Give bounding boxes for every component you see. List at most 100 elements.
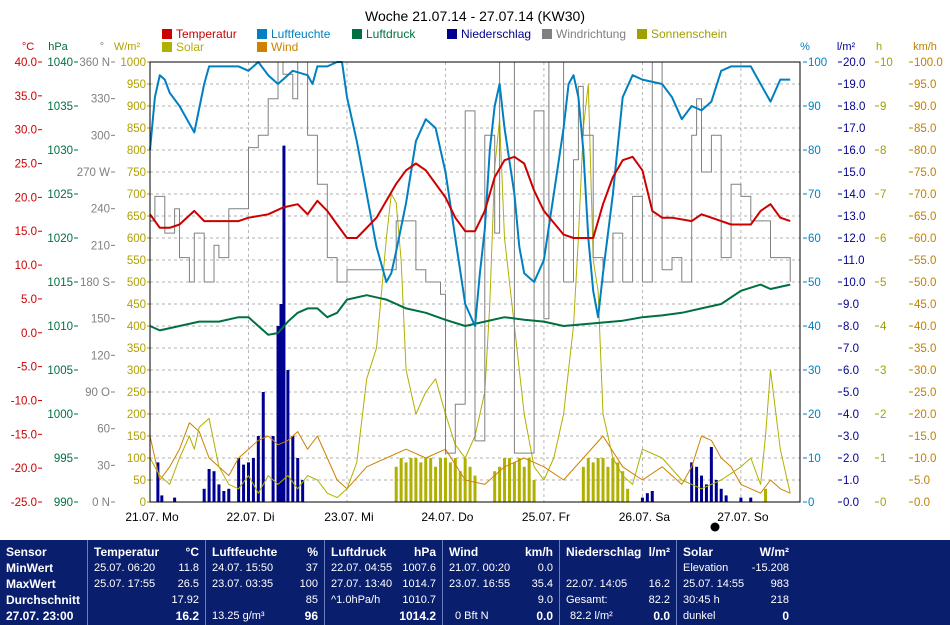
axis-tick-winddir-11: 30 — [97, 460, 110, 472]
bar-sonnenschein-19 — [503, 458, 507, 502]
bar-sonnenschein-24 — [527, 458, 531, 502]
axis-tick-temp-7: 5.0 — [21, 294, 37, 306]
axis-tick-winddir-4: 240 — [91, 204, 110, 216]
axis-tick-wind-4: 80.0 — [914, 145, 936, 157]
summary-panel: Sensor MinWert MaxWert Durchschnitt 27.0… — [0, 540, 950, 625]
bar-sonnenschein-7 — [429, 458, 433, 502]
axis-tick-solar-10: 500 — [127, 277, 146, 289]
bar-sonnenschein-23 — [522, 466, 526, 502]
axis-tick-humidity-4: 60 — [808, 233, 821, 245]
axis-tick-pressure-9: 995 — [54, 453, 73, 465]
bar-sonnenschein-35 — [626, 488, 630, 502]
wind-column: Wind km/h 21.07. 00:20 0.0 23.07. 16:55 35.… — [443, 540, 560, 625]
bar-niederschlag-34 — [739, 497, 743, 502]
axis-tick-humidity-7: 30 — [808, 365, 821, 377]
bar-niederschlag-4 — [207, 469, 211, 502]
bar-sonnenschein-2 — [404, 462, 408, 502]
axis-tick-sunshine-0: 10 — [880, 57, 893, 69]
luftfeuchte-unit: % — [307, 545, 318, 559]
legend-label-0: Temperatur — [176, 27, 237, 41]
axis-tick-rain-8: 12.0 — [843, 233, 865, 245]
wind-max-time: 23.07. 16:55 — [449, 578, 511, 590]
day-label-0: 21.07. Mo — [125, 510, 179, 524]
axis-tick-winddir-7: 150 — [91, 314, 110, 326]
luftdruck-header: Luftdruck — [331, 545, 387, 559]
bar-sonnenschein-36 — [764, 488, 768, 502]
bar-sonnenschein-21 — [512, 462, 516, 502]
axis-tick-solar-6: 700 — [127, 189, 146, 201]
current-time-label: 27.07. 23:00 — [6, 609, 74, 623]
legend-swatch-6 — [162, 42, 172, 52]
axis-tick-wind-12: 40.0 — [914, 321, 936, 333]
legend-label-2: Luftdruck — [366, 27, 416, 41]
bar-sonnenschein-9 — [439, 458, 443, 502]
line-solar — [149, 83, 791, 499]
bar-niederschlag-5 — [212, 471, 216, 502]
bar-niederschlag-6 — [217, 484, 221, 502]
axis-tick-solar-13: 350 — [127, 343, 146, 355]
bar-niederschlag-11 — [246, 462, 250, 502]
bar-sonnenschein-15 — [468, 466, 472, 502]
luftdruck-avg-value: 1010.7 — [402, 594, 436, 606]
day-label-1: 22.07. Di — [226, 510, 274, 524]
bar-niederschlag-19 — [286, 370, 290, 502]
wind-current-value: 0.0 — [536, 609, 553, 623]
niederschlag-max-time: 22.07. 14:05 — [566, 578, 628, 590]
axis-tick-winddir-1: 330 — [91, 94, 110, 106]
axis-tick-solar-18: 100 — [127, 453, 146, 465]
bar-sonnenschein-13 — [458, 471, 462, 502]
line-luftdruck — [149, 283, 791, 336]
niederschlag-max-value: 16.2 — [648, 578, 670, 590]
luftdruck-min-time: 22.07. 04:55 — [331, 562, 393, 574]
temperatur-max-value: 26.5 — [177, 578, 199, 590]
axis-unit-temp: °C — [22, 41, 34, 53]
axis-tick-solar-2: 900 — [127, 101, 146, 113]
axis-tick-wind-15: 25.0 — [914, 387, 936, 399]
axis-tick-solar-12: 400 — [127, 321, 146, 333]
bar-niederschlag-20 — [291, 436, 295, 502]
axis-tick-solar-20: 0 — [140, 497, 146, 509]
axis-tick-humidity-10: 0 — [808, 497, 814, 509]
line-temperatur — [149, 155, 791, 239]
axis-tick-rain-20: 0.0 — [843, 497, 859, 509]
bar-sonnenschein-17 — [493, 471, 497, 502]
axis-tick-humidity-5: 50 — [808, 277, 821, 289]
avg-label: Durchschnitt — [6, 593, 81, 607]
bar-niederschlag-16 — [276, 326, 280, 502]
axis-tick-wind-10: 50.0 — [914, 277, 936, 289]
axis-tick-rain-12: 8.0 — [843, 321, 859, 333]
luftdruck-min-value: 1007.6 — [402, 562, 436, 574]
bar-niederschlag-17 — [279, 304, 283, 502]
axis-tick-winddir-0: 360 N — [79, 57, 110, 69]
axis-tick-winddir-5: 210 — [91, 240, 110, 252]
line-luftfeuchte — [149, 61, 791, 327]
axis-tick-sunshine-6: 4 — [880, 321, 887, 333]
axis-tick-pressure-3: 1025 — [47, 189, 73, 201]
solar-avg-value: 218 — [770, 594, 789, 606]
axis-tick-solar-15: 250 — [127, 387, 146, 399]
axis-tick-sunshine-5: 5 — [880, 277, 886, 289]
legend-swatch-0 — [162, 29, 172, 39]
bar-sonnenschein-18 — [498, 466, 502, 502]
axis-tick-humidity-8: 20 — [808, 409, 821, 421]
bar-niederschlag-10 — [242, 464, 246, 502]
axis-tick-rain-5: 15.0 — [843, 167, 865, 179]
luftdruck-max-value: 1014.7 — [402, 578, 436, 590]
bar-series — [156, 145, 768, 502]
axis-tick-sunshine-8: 2 — [880, 409, 886, 421]
plot-border — [149, 61, 801, 503]
bar-niederschlag-27 — [695, 466, 699, 502]
axis-tick-temp-13: -25.0 — [11, 497, 37, 509]
bar-sonnenschein-25 — [532, 480, 536, 502]
bar-niederschlag-26 — [690, 462, 694, 502]
wind-min-time: 21.07. 00:20 — [449, 562, 511, 574]
axis-tick-humidity-0: 100 — [808, 57, 827, 69]
niederschlag-total-value: 82.2 — [648, 594, 670, 606]
luftdruck-max-time: 27.07. 13:40 — [331, 578, 393, 590]
axis-tick-wind-16: 20.0 — [914, 409, 936, 421]
axis-tick-rain-6: 14.0 — [843, 189, 865, 201]
axis-tick-rain-2: 18.0 — [843, 101, 865, 113]
max-label: MaxWert — [6, 577, 56, 591]
axis-tick-rain-11: 9.0 — [843, 299, 859, 311]
day-label-2: 23.07. Mi — [324, 510, 373, 524]
